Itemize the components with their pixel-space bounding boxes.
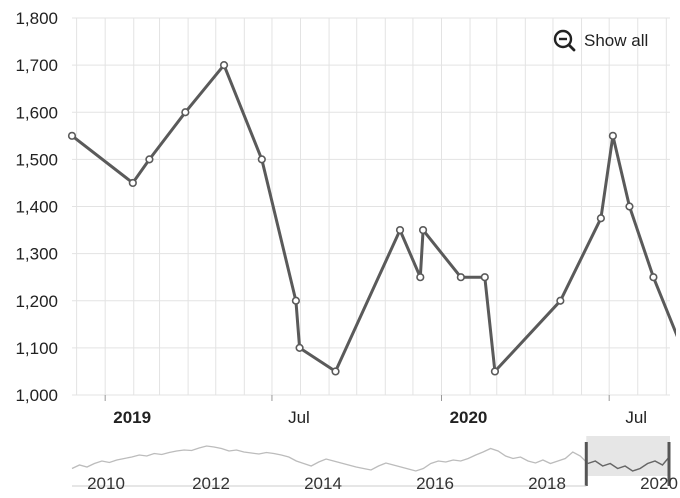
data-point[interactable]	[395, 225, 405, 235]
x-tick-label: 2019	[113, 408, 151, 427]
navigator-year-label: 2014	[304, 474, 342, 493]
show-all-label: Show all	[584, 31, 648, 50]
navigator-line	[71, 445, 671, 472]
data-point[interactable]	[67, 131, 77, 140]
data-point[interactable]	[596, 214, 605, 223]
data-point[interactable]	[416, 273, 425, 282]
y-tick-label: 1,800	[15, 9, 58, 28]
data-point[interactable]	[556, 296, 565, 305]
data-point[interactable]	[219, 61, 229, 70]
series-layer	[67, 61, 676, 376]
zoom-out-icon	[553, 29, 576, 52]
data-point[interactable]	[291, 296, 301, 305]
series-line	[71, 63, 676, 373]
y-axis: 1,000 1,100 1,200 1,300 1,400 1,500 1,600 1,700…	[15, 9, 58, 405]
navigator-selection[interactable]	[586, 436, 670, 476]
x-axis: 2019 Jul 2020 Jul	[104, 395, 647, 427]
data-point[interactable]	[625, 202, 634, 211]
data-point[interactable]	[145, 155, 154, 164]
navigator[interactable]: 2010 2012 2014 2016 2018 2020	[71, 436, 678, 493]
y-tick-label: 1,200	[15, 292, 58, 311]
navigator-year-label: 2018	[528, 474, 566, 493]
y-tick-label: 1,100	[15, 339, 58, 358]
x-tick-label: 2020	[450, 408, 488, 427]
y-tick-label: 1,500	[15, 150, 58, 169]
y-tick-label: 1,600	[15, 103, 58, 122]
data-point[interactable]	[490, 367, 500, 376]
plot-grid	[72, 17, 670, 396]
data-point[interactable]	[649, 273, 658, 282]
data-point[interactable]	[418, 225, 428, 235]
data-point[interactable]	[456, 273, 465, 282]
show-all-button[interactable]: Show all	[548, 24, 664, 56]
data-point[interactable]	[128, 178, 137, 188]
navigator-year-label: 2010	[87, 474, 125, 493]
data-point[interactable]	[608, 131, 617, 140]
x-tick-label: Jul	[625, 408, 647, 427]
data-point[interactable]	[181, 108, 190, 117]
x-tick-label: Jul	[288, 408, 310, 427]
navigator-selected-line	[587, 455, 671, 472]
y-tick-label: 1,400	[15, 198, 58, 217]
navigator-year-label: 2020	[640, 474, 678, 493]
y-tick-label: 1,700	[15, 56, 58, 75]
data-point[interactable]	[295, 343, 304, 352]
data-point[interactable]	[257, 155, 266, 164]
navigator-year-label: 2012	[192, 474, 230, 493]
y-tick-label: 1,300	[15, 245, 58, 264]
data-point[interactable]	[331, 367, 340, 376]
data-point[interactable]	[480, 273, 489, 282]
y-tick-label: 1,000	[15, 386, 58, 405]
series-group	[67, 61, 676, 376]
navigator-year-label: 2016	[416, 474, 454, 493]
